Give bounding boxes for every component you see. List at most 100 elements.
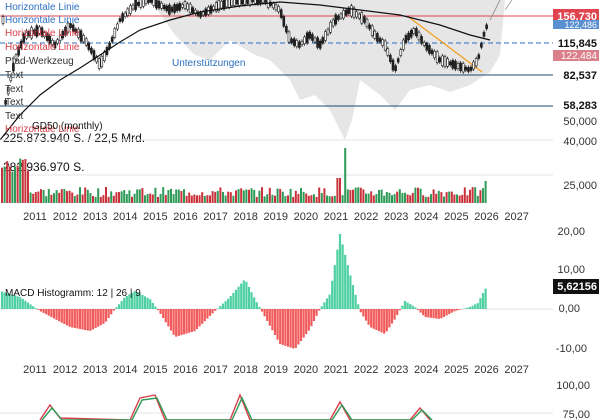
macd-bar [172,309,175,335]
volume-bar [3,166,6,203]
candle-body [342,10,345,19]
volume-bar [346,189,349,203]
candle-body [196,11,200,16]
candle-body [269,1,273,6]
year-label: 2023 [384,211,408,223]
candle-body [220,1,223,9]
overlay-text-1[interactable]: Text [5,70,24,81]
overlay-hz4[interactable]: Horizontale Linie [5,42,80,53]
overlay-text-3[interactable]: Text [5,97,24,108]
volume-bar [219,187,222,203]
volume-bar [479,190,482,203]
overlay-hz5[interactable]: Horizontale Linie [5,124,80,135]
volume-bar [8,166,11,203]
volume-bar [339,178,341,203]
macd-bar [258,306,261,309]
volume-bar [268,187,271,203]
year-label: 2025 [444,211,468,223]
macd-legend: MACD Histogramm: 12 | 26 | 9 [5,288,141,299]
macd-bar [39,309,43,312]
macd-histogram [0,234,487,349]
volume-bar [253,189,256,203]
candle-body [110,36,114,43]
volume-bar [63,189,66,203]
overlay-hz1[interactable]: Horizontale Linie [5,2,80,13]
candle-body [30,27,33,39]
macd-bar [377,309,381,332]
macd-bar [442,309,446,317]
volume-bar [380,189,383,203]
volume-bar [229,192,232,203]
year-label: 2022 [354,211,378,223]
macd-bar [193,309,196,332]
macd-bar [99,309,102,326]
candle-body [381,39,384,46]
overlay-hz2[interactable]: Horizontale Linie [5,15,80,26]
macd-bar [307,309,310,331]
volume-bar [391,195,393,203]
volume-bar [440,192,443,203]
volume-bar [411,192,414,203]
price-label-122a-text: 122,486 [564,20,597,30]
macd-bar [234,289,238,309]
macd-bar [136,292,139,309]
candle-body [84,38,88,46]
volume-bar [313,194,315,203]
volume-bar [154,187,157,203]
macd-bar [380,309,383,333]
macd-bar [359,309,362,313]
candle-body [435,51,439,63]
volume-bar [367,193,370,203]
candle-body [87,42,91,50]
volume-bar [284,196,287,203]
year-label: 2018 [233,211,257,223]
overlay-text-4[interactable]: Text [5,111,24,122]
macd-bar [185,309,188,334]
support-label[interactable]: Unterstützungen [172,58,245,69]
volume-bar [149,193,152,203]
year-label: 2012 [53,211,77,223]
volume-bar [396,191,399,203]
volume-bar [29,192,32,203]
volume-bar [300,187,302,203]
macd-bar [81,309,84,330]
candle-body [74,28,78,33]
volume-bar [115,192,118,203]
volume-bar [406,194,409,203]
volume-bar [414,187,417,203]
candle-body [48,35,52,44]
volume-bar [344,148,347,203]
macd-bar [336,249,339,309]
macd-bar [26,302,30,309]
volume-bar [19,158,22,203]
candle-body [136,2,140,6]
macd-bar [375,309,378,330]
volume-bar [45,196,48,203]
candle-body [178,3,182,11]
overlay-hz3[interactable]: Horizontale Linie [5,28,80,39]
overlay-pfad[interactable]: Pfad-Werkzeug [5,56,74,67]
macd-bar [432,309,435,319]
macd-bar [115,307,118,309]
macd-bar [104,309,108,322]
macd-bar [149,299,152,309]
overlay-text-2[interactable]: Text [5,84,24,95]
volume-bar [227,191,230,203]
macd-bar [211,309,214,314]
volume-bar [255,196,258,203]
stoch-d-line [41,396,433,420]
volume-bar [320,192,323,203]
macd-bar [214,309,217,311]
volume-info: 225.873.940 S. / 22,5 Mrd. [3,131,145,145]
candle-body [160,2,163,9]
macd-bar [450,309,453,313]
candle-body [155,0,158,9]
candle-body [420,36,423,44]
trendline[interactable] [409,17,483,73]
macd-bar [284,309,287,346]
volume-bar [401,192,404,203]
macd-bar [19,297,22,309]
candle-body [9,76,13,82]
price-label-122b: 122,484 [553,50,599,62]
candle-body [191,7,195,14]
